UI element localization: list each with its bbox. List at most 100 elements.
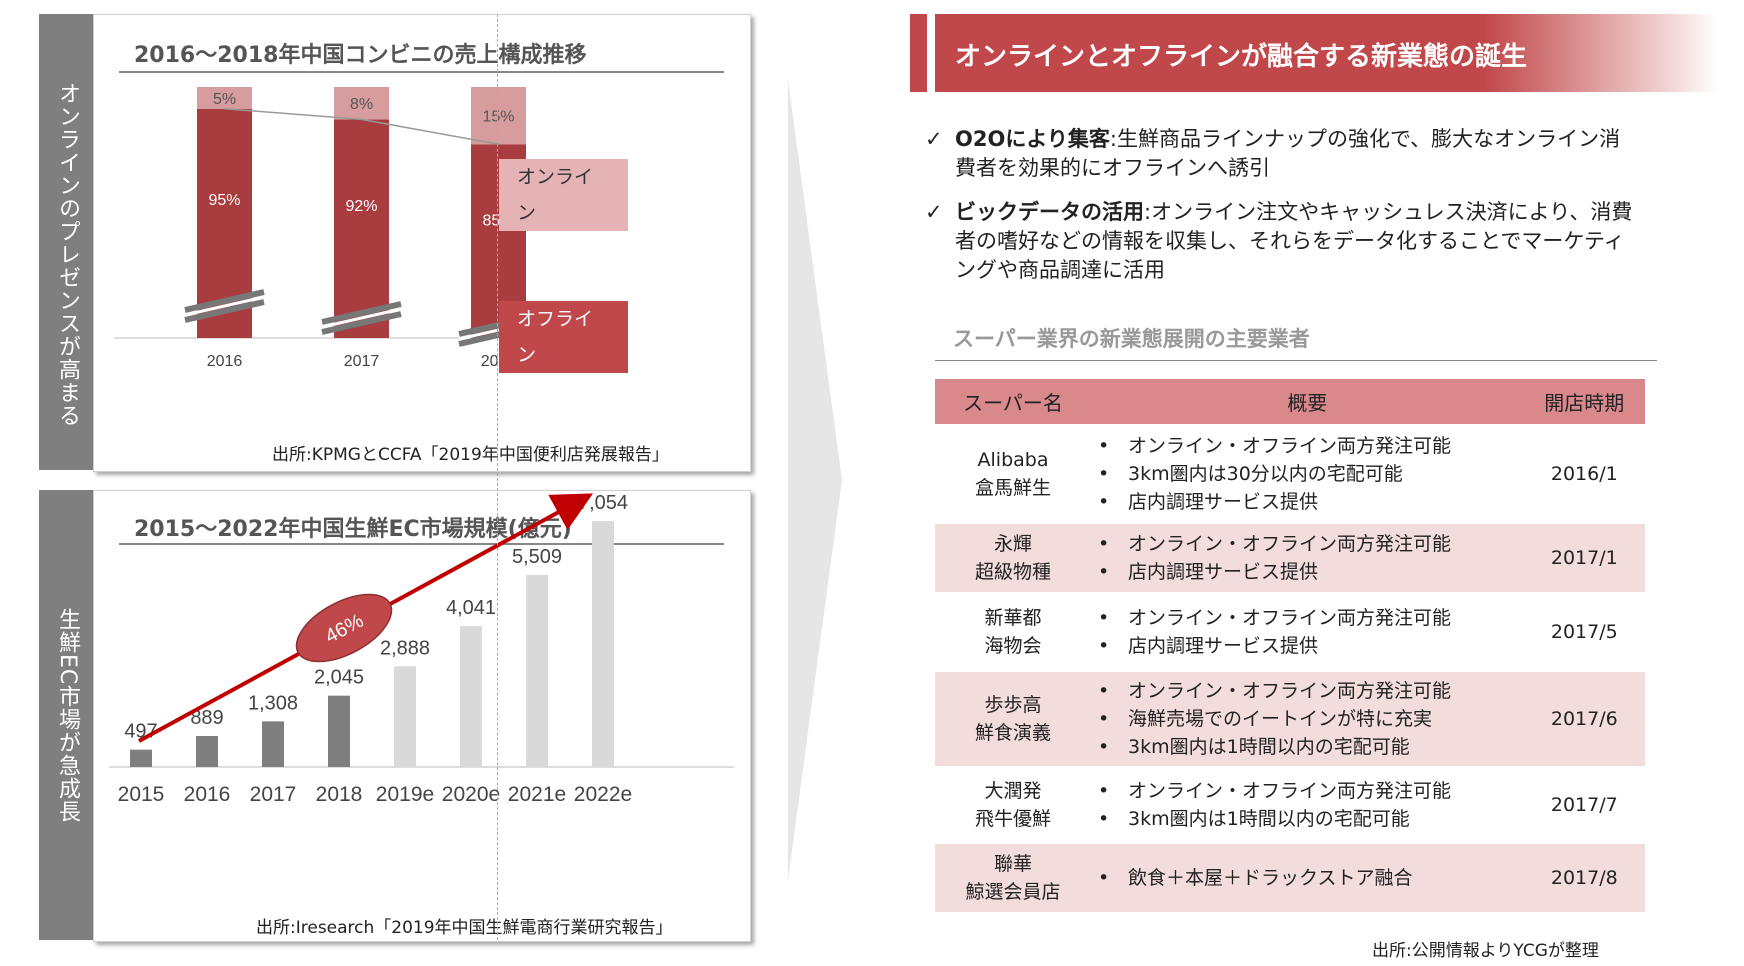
sidebar-online-presence-label: オンラインのプレゼンスが高まる [55,82,80,427]
x-tick-2018: 2018 [316,783,363,806]
subtitle-underline [935,360,1657,361]
bar-2019e [394,666,416,767]
summary-item: 飲食＋本屋＋ドラックストア融合 [1098,864,1523,892]
x-tick-2016: 2016 [184,783,231,806]
axis-break-gap [184,295,265,317]
bar-2020e [460,626,482,767]
bar-online-2018 [471,87,526,145]
header-accent [910,14,927,92]
row-date: 2017/5 [1523,598,1645,666]
bullet-bold: ビックデータの活用 [955,200,1144,224]
source-ec: 出所:Iresearch「2019年中国生鮮電商行業研究報告」 [256,918,673,938]
bullet-text: ビックデータの活用:オンライン注文やキャッシュレス決済により、消費 者の嗜好など… [955,198,1632,285]
growth-ellipse [295,593,393,663]
x-tick-2020e: 2020e [442,783,500,806]
value-label-2022e: 7,054 [578,492,628,514]
bullet-line2: 者の嗜好などの情報を収集し、それらをデータ化することでマーケティ [955,229,1625,253]
row-name: Alibaba 盒馬鮮生 [935,430,1092,518]
label-online-2017: 8% [350,96,373,113]
table-subtitle: スーパー業界の新業態展開の主要業者 [953,327,1310,351]
bullet-bold: O2Oにより集客 [955,127,1110,151]
label-online-2016: 5% [213,91,236,108]
bar-2015 [130,749,152,767]
value-label-2021e: 5,509 [512,546,562,568]
row-date: 2017/8 [1523,844,1645,912]
bar-online-2016 [197,87,252,109]
row-summary: オンライン・オフライン両方発注可能 店内調理サービス提供 [1091,524,1524,592]
legend-online: オンライン [499,159,628,231]
x-tick-2016: 2016 [207,353,243,370]
value-label-2020e: 4,041 [446,597,496,619]
x-tick-2017: 2017 [250,783,297,806]
label-offline-2016: 95% [208,192,240,209]
axis-break-mark [184,299,265,323]
value-label-2019e: 2,888 [380,637,430,659]
panel-conbini-chart: 2016～2018年中国コンビニの売上構成推移 5% 95% 2016 8% 92% 20… [93,14,751,472]
row-summary: オンライン・オフライン両方発注可能 店内調理サービス提供 [1091,598,1524,666]
x-tick-2015: 2015 [118,783,165,806]
row-summary: オンライン・オフライン両方発注可能 3km圏内は1時間以内の宅配可能 [1091,772,1524,838]
value-label-2017: 1,308 [248,692,298,714]
bullet-line3: ングや商品調達に活用 [955,258,1165,282]
x-tick-2019e: 2019e [376,783,434,806]
table-header-row: スーパー名 概要 開店時期 [935,379,1645,424]
th-name: スーパー名 [935,379,1092,424]
bar-2022e [592,521,614,767]
summary-item: オンライン・オフライン両方発注可能 [1098,777,1523,805]
summary-item: オンライン・オフライン両方発注可能 [1098,604,1523,632]
label-online-2018: 15% [482,109,514,126]
header-bar [935,14,1718,92]
row-date: 2017/7 [1523,772,1645,838]
axis-break-mark [321,301,402,325]
row-name: 新華都 海物会 [935,598,1092,666]
connector-line [224,108,499,145]
bar-2016 [196,735,218,767]
x-tick-2021e: 2021e [508,783,566,806]
row-name: 大潤発 飛牛優鮮 [935,772,1092,838]
row-name: 歩歩高 鮮食演義 [935,672,1092,766]
check-icon: ✓ [925,127,943,151]
chart-ec-svg: 497201588920161,30820172,04520182,888201… [109,492,734,806]
title-underline [119,543,724,545]
axis-break-mark [184,289,265,313]
sidebar-ec-growth-label: 生鮮EC市場が急成長 [55,608,80,824]
summary-item: オンライン・オフライン両方発注可能 [1098,432,1523,460]
summary-item: 3km圏内は30分以内の宅配可能 [1098,460,1523,488]
bar-2017 [262,721,284,767]
summary-item: 海鮮売場でのイートインが特に充実 [1098,705,1523,733]
bullet-text: O2Oにより集客:生鮮商品ラインナップの強化で、膨大なオンライン消 費者を効果的… [955,125,1620,183]
row-summary: オンライン・オフライン両方発注可能 海鮮売場でのイートインが特に充実 3km圏内… [1091,672,1524,766]
source-table: 出所:公開情報よりYCGが整理 [1372,941,1599,961]
summary-item: 3km圏内は1時間以内の宅配可能 [1098,805,1523,833]
row-name: 聯華 鯨選会員店 [935,844,1092,912]
row-name: 永輝 超級物種 [935,524,1092,592]
axis-break-mark [321,311,402,335]
label-offline-2017: 92% [345,198,377,215]
title-underline [119,71,724,73]
summary-item: オンライン・オフライン両方発注可能 [1098,677,1523,705]
th-summary: 概要 [1091,379,1524,424]
check-icon: ✓ [925,200,943,224]
chevron-arrow-icon [788,80,842,880]
bullet-line2: 費者を効果的にオフラインへ誘引 [955,156,1270,180]
summary-item: 店内調理サービス提供 [1098,558,1523,586]
chart-title-conbini: 2016～2018年中国コンビニの売上構成推移 [134,43,587,68]
row-summary: オンライン・オフライン両方発注可能 3km圏内は30分以内の宅配可能 店内調理サ… [1091,430,1524,518]
x-tick-2017: 2017 [344,353,380,370]
legend-offline: オフライン [499,301,628,373]
axis-break-gap [321,307,402,329]
bar-2018 [328,695,350,767]
bullet-line1: :生鮮商品ラインナップの強化で、膨大なオンライン消 [1109,127,1621,151]
row-summary: 飲食＋本屋＋ドラックストア融合 [1091,844,1524,912]
bar-offline-2017 [334,119,389,339]
sidebar-online-presence: オンラインのプレゼンスが高まる [39,14,93,470]
summary-item: 3km圏内は1時間以内の宅配可能 [1098,733,1523,761]
